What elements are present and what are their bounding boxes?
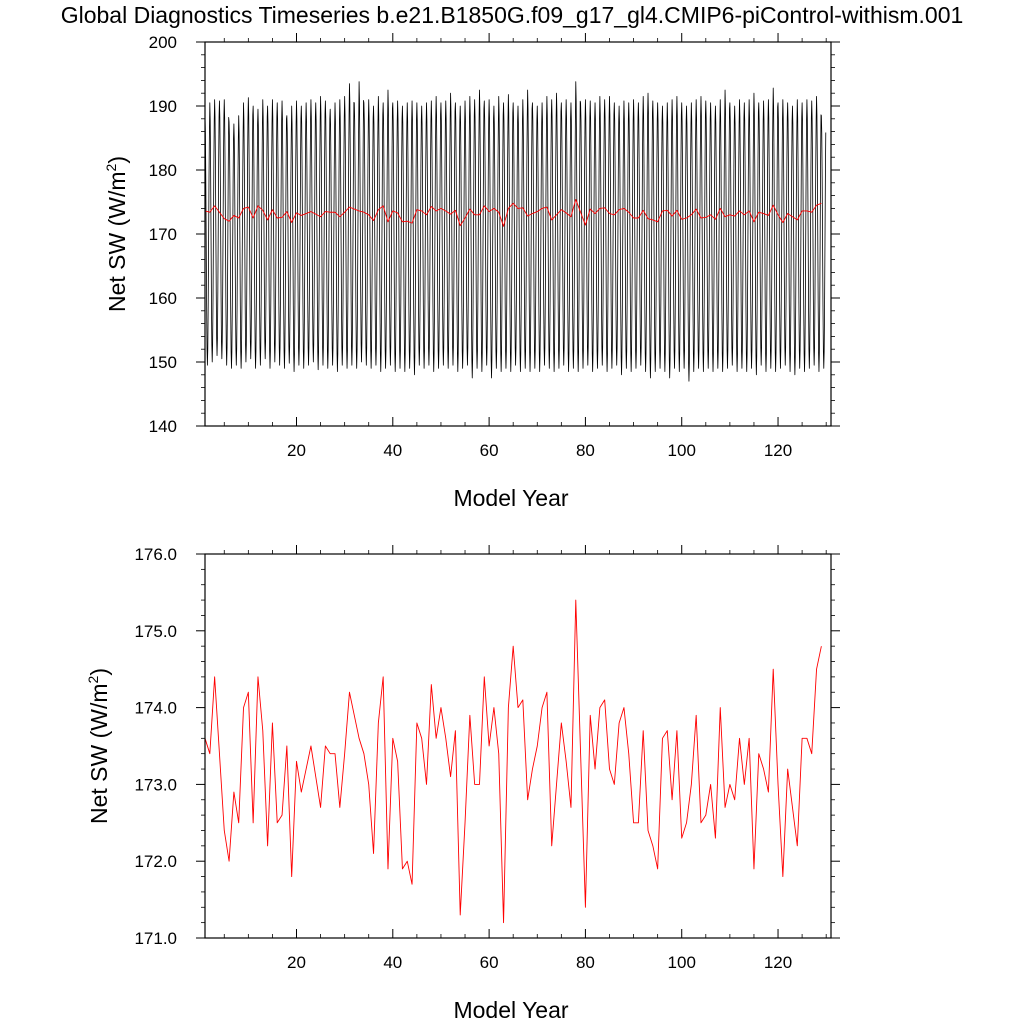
bottom-series-annual-line	[204, 599, 822, 924]
bottom-x-tick-label: 20	[287, 953, 306, 972]
top-y-axis-label-superscript: 2	[103, 163, 119, 171]
bottom-y-tick-label: 176.0	[134, 545, 177, 564]
top-x-tick-label: 40	[383, 441, 402, 460]
top-x-axis-label: Model Year	[453, 485, 568, 511]
top-series-group	[204, 81, 827, 382]
top-y-tick-label: 180	[149, 161, 177, 180]
bottom-x-axis-label: Model Year	[453, 997, 568, 1023]
top-x-tick-label: 20	[287, 441, 306, 460]
bottom-x-tick-label: 40	[383, 953, 402, 972]
bottom-y-tick-label: 175.0	[134, 622, 177, 641]
top-x-tick-label: 60	[480, 441, 499, 460]
top-y-tick-label: 190	[149, 97, 177, 116]
bottom-y-axis-label-superscript: 2	[85, 675, 101, 683]
top-y-axis-label-main: Net SW (W/m	[104, 171, 130, 312]
top-y-axis-label-close: )	[104, 156, 130, 164]
top-y-tick-label: 200	[149, 33, 177, 52]
bottom-y-axis-label-main: Net SW (W/m	[86, 683, 112, 824]
bottom-y-tick-label: 174.0	[134, 699, 177, 718]
bottom-axes: 20 40 60 80 100 120 171.0 172.0 173.0 174.0 175.0 1…	[134, 545, 840, 972]
top-x-tick-label: 100	[668, 441, 696, 460]
bottom-series-group	[204, 599, 822, 924]
bottom-y-tick-label: 172.0	[134, 852, 177, 871]
bottom-x-tick-label: 80	[576, 953, 595, 972]
bottom-panel: 20 40 60 80 100 120 171.0 172.0 173.0 174.0 175.0 1…	[85, 545, 840, 1023]
top-y-axis-label: Net SW (W/m2)	[103, 156, 130, 312]
top-y-tick-label: 140	[149, 417, 177, 436]
top-y-tick-label: 160	[149, 289, 177, 308]
bottom-y-tick-label: 171.0	[134, 929, 177, 948]
top-panel: 20 40 60 80 100 120 140 150 160 170 180 190 200 Mode…	[103, 33, 840, 511]
bottom-plot-frame	[204, 553, 832, 939]
top-axes: 20 40 60 80 100 120 140 150 160 170 180 190 200	[149, 33, 840, 460]
top-series-annual-line	[204, 198, 822, 227]
chart-title: Global Diagnostics Timeseries b.e21.B185…	[60, 2, 964, 28]
bottom-x-tick-label: 120	[764, 953, 792, 972]
top-x-tick-label: 80	[576, 441, 595, 460]
top-y-tick-label: 150	[149, 353, 177, 372]
bottom-y-axis-label-close: )	[86, 668, 112, 676]
bottom-y-axis-label: Net SW (W/m2)	[85, 668, 112, 824]
bottom-x-tick-label: 60	[480, 953, 499, 972]
bottom-x-tick-label: 100	[668, 953, 696, 972]
bottom-y-tick-label: 173.0	[134, 775, 177, 794]
top-series-monthly-line	[204, 81, 827, 382]
top-x-tick-label: 120	[764, 441, 792, 460]
top-y-tick-label: 170	[149, 225, 177, 244]
